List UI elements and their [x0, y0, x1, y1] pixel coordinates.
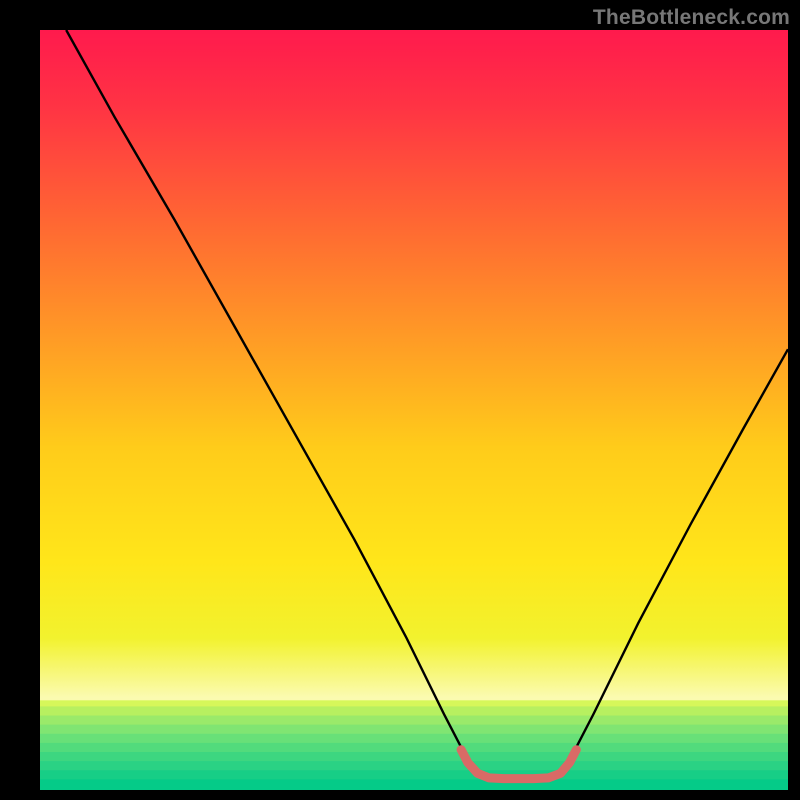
- green-bands: [40, 700, 788, 790]
- watermark-text: TheBottleneck.com: [593, 6, 790, 30]
- bottleneck-chart: [40, 30, 788, 790]
- gradient-background: [40, 30, 788, 790]
- chart-frame: TheBottleneck.com: [0, 0, 800, 800]
